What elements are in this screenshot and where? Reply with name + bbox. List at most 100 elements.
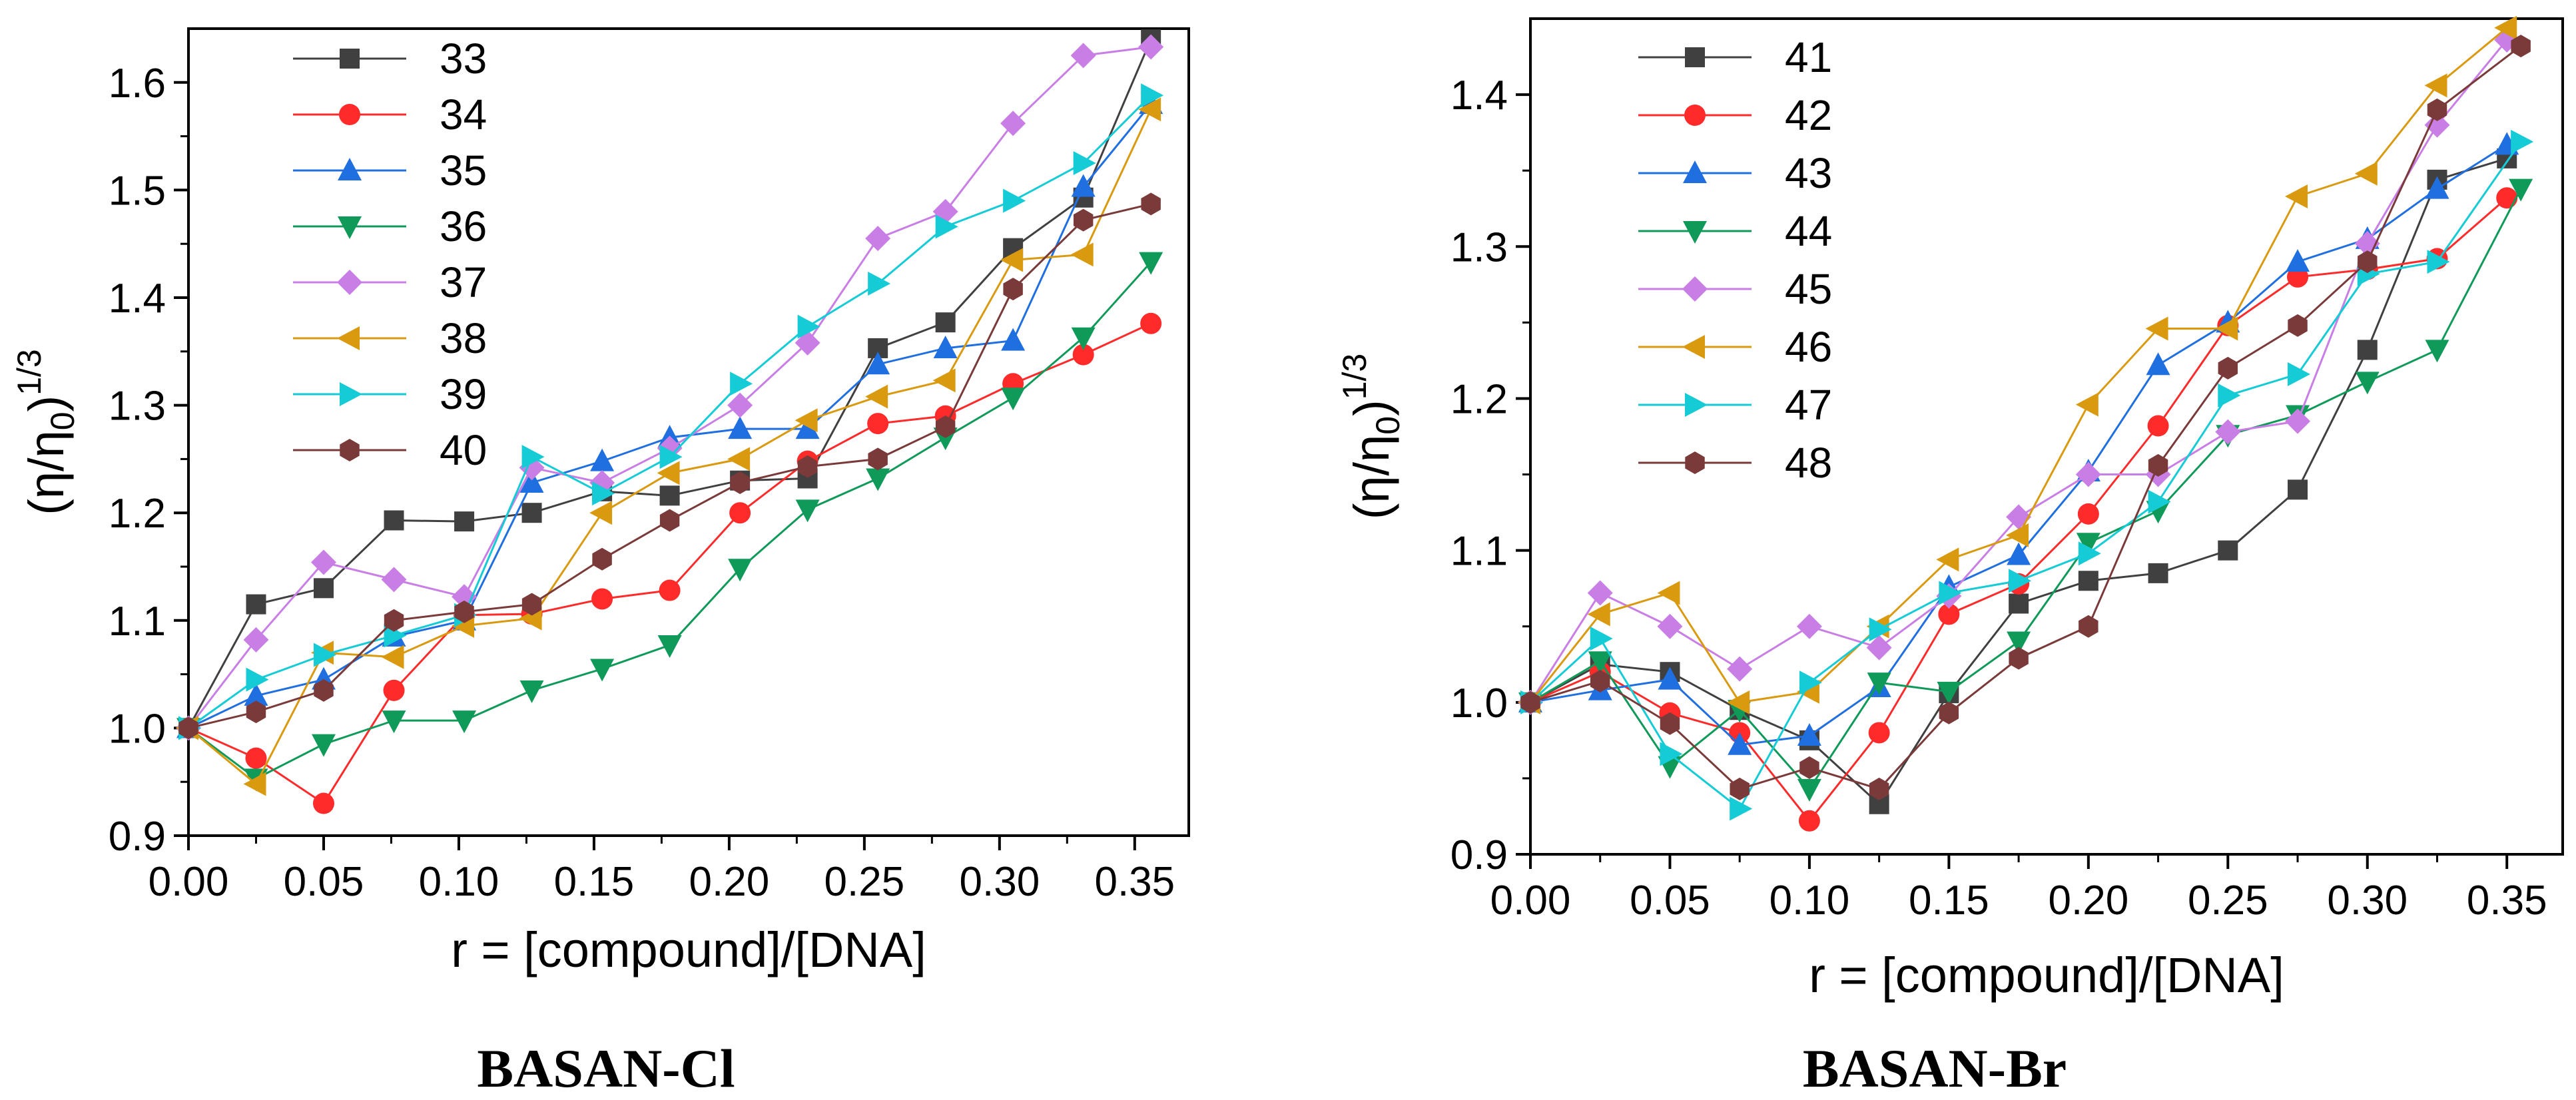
y-tick-label: 1.2 [1450, 376, 1508, 422]
y-tick-label: 1.4 [1450, 73, 1508, 119]
y-tick-label: 1.4 [109, 276, 166, 322]
data-point-33 [384, 510, 404, 531]
data-point-40 [314, 679, 334, 702]
data-point-36 [1139, 252, 1163, 275]
data-point-34 [245, 747, 267, 769]
legend-label-48: 48 [1785, 439, 1832, 487]
legend-marker-42 [1684, 105, 1706, 126]
data-point-34 [729, 502, 751, 524]
legend-marker-45 [1682, 276, 1708, 302]
data-point-39 [384, 623, 407, 648]
data-point-47 [2148, 489, 2171, 514]
data-point-47 [1730, 796, 1753, 821]
data-point-46 [2424, 73, 2447, 98]
data-point-33 [659, 485, 680, 506]
plot-frame [187, 27, 1190, 837]
data-point-44 [2007, 631, 2031, 655]
data-point-48 [1869, 777, 1889, 800]
data-point-46 [1727, 690, 1750, 714]
series-44 [1518, 178, 2533, 802]
data-point-36 [519, 680, 544, 703]
data-point-48 [2218, 356, 2238, 380]
data-point-37 [727, 392, 753, 418]
data-point-39 [797, 314, 820, 339]
data-point-35 [866, 352, 890, 375]
data-point-40 [178, 716, 198, 740]
data-point-38 [932, 368, 956, 393]
data-point-44 [1937, 681, 1961, 704]
legend-marker-37 [337, 270, 362, 295]
data-point-35 [244, 683, 268, 706]
x-tick-label: 0.20 [689, 859, 770, 905]
x-tick-label: 0.05 [1630, 878, 1710, 924]
data-point-41 [2288, 479, 2308, 500]
data-point-37 [310, 549, 336, 575]
data-point-35 [519, 469, 544, 493]
x-tick-label: 0.10 [419, 859, 499, 905]
data-point-47 [2288, 362, 2311, 386]
data-point-42 [1938, 603, 1960, 625]
data-point-36 [452, 710, 477, 734]
data-point-44 [2509, 178, 2533, 202]
data-point-42 [1798, 810, 1820, 832]
data-point-40 [521, 593, 542, 616]
data-point-40 [797, 455, 818, 478]
data-point-41 [2148, 563, 2168, 583]
data-point-36 [382, 710, 406, 734]
data-point-37 [452, 584, 478, 610]
data-point-46 [1657, 581, 1680, 605]
data-point-48 [2079, 615, 2098, 638]
data-point-46 [2145, 316, 2168, 341]
legend-marker-47 [1685, 393, 1708, 417]
data-point-47 [2218, 383, 2241, 408]
data-point-48 [2009, 647, 2029, 670]
data-point-39 [246, 667, 269, 692]
data-point-38 [1138, 97, 1161, 122]
legend-marker-43 [1683, 160, 1707, 183]
y-tick-label: 1.3 [109, 384, 166, 429]
y-tick-label: 1.1 [109, 599, 166, 645]
legend-label-37: 37 [440, 258, 487, 306]
x-tick-label: 0.05 [284, 859, 364, 905]
data-point-34 [383, 679, 405, 701]
data-point-37 [865, 226, 891, 252]
data-point-47 [2078, 541, 2101, 566]
y-tick-label: 1.2 [109, 491, 166, 537]
data-point-44 [1797, 778, 1821, 802]
data-point-38 [1000, 248, 1024, 272]
data-point-36 [866, 468, 890, 491]
chart-basan-cl: 0.00 0.05 0.10 0.15 0.20 0.25 0.30 0.35 0.9 1.0 1.… [11, 27, 1190, 977]
y-tick-label: 0.9 [1450, 832, 1508, 878]
x-tick-label: 0.35 [1094, 859, 1175, 905]
x-tick-label: 0.15 [554, 859, 635, 905]
data-point-48 [2427, 98, 2447, 121]
data-point-34 [867, 413, 889, 435]
caption-basan-cl: BASAN-Cl [477, 1038, 735, 1099]
legend-label-34: 34 [440, 91, 487, 138]
data-point-33 [246, 594, 266, 615]
legend-label-41: 41 [1785, 33, 1832, 81]
legend-marker-33 [340, 49, 360, 69]
data-point-40 [592, 547, 612, 571]
legend-marker-46 [1682, 335, 1705, 359]
data-point-41 [2218, 540, 2238, 561]
data-point-39 [592, 481, 615, 506]
data-point-42 [2496, 187, 2518, 209]
legend-marker-40 [340, 439, 360, 461]
data-point-47 [2511, 129, 2534, 154]
legend-label-47: 47 [1785, 381, 1832, 429]
data-point-48 [2511, 35, 2531, 58]
data-point-42 [2147, 415, 2169, 437]
data-point-39 [313, 643, 336, 667]
data-point-33 [521, 503, 542, 523]
data-point-44 [1867, 673, 1891, 696]
data-point-34 [1140, 312, 1162, 334]
data-point-48 [1730, 777, 1750, 800]
data-point-34 [312, 792, 334, 814]
data-point-43 [1728, 732, 1752, 755]
data-point-46 [1936, 547, 1959, 572]
data-point-36 [1001, 388, 1026, 411]
data-point-48 [1520, 690, 1540, 714]
legend-marker-41 [1685, 47, 1705, 67]
legend: 41 42 43 44 45 46 47 48 [1638, 33, 1832, 487]
